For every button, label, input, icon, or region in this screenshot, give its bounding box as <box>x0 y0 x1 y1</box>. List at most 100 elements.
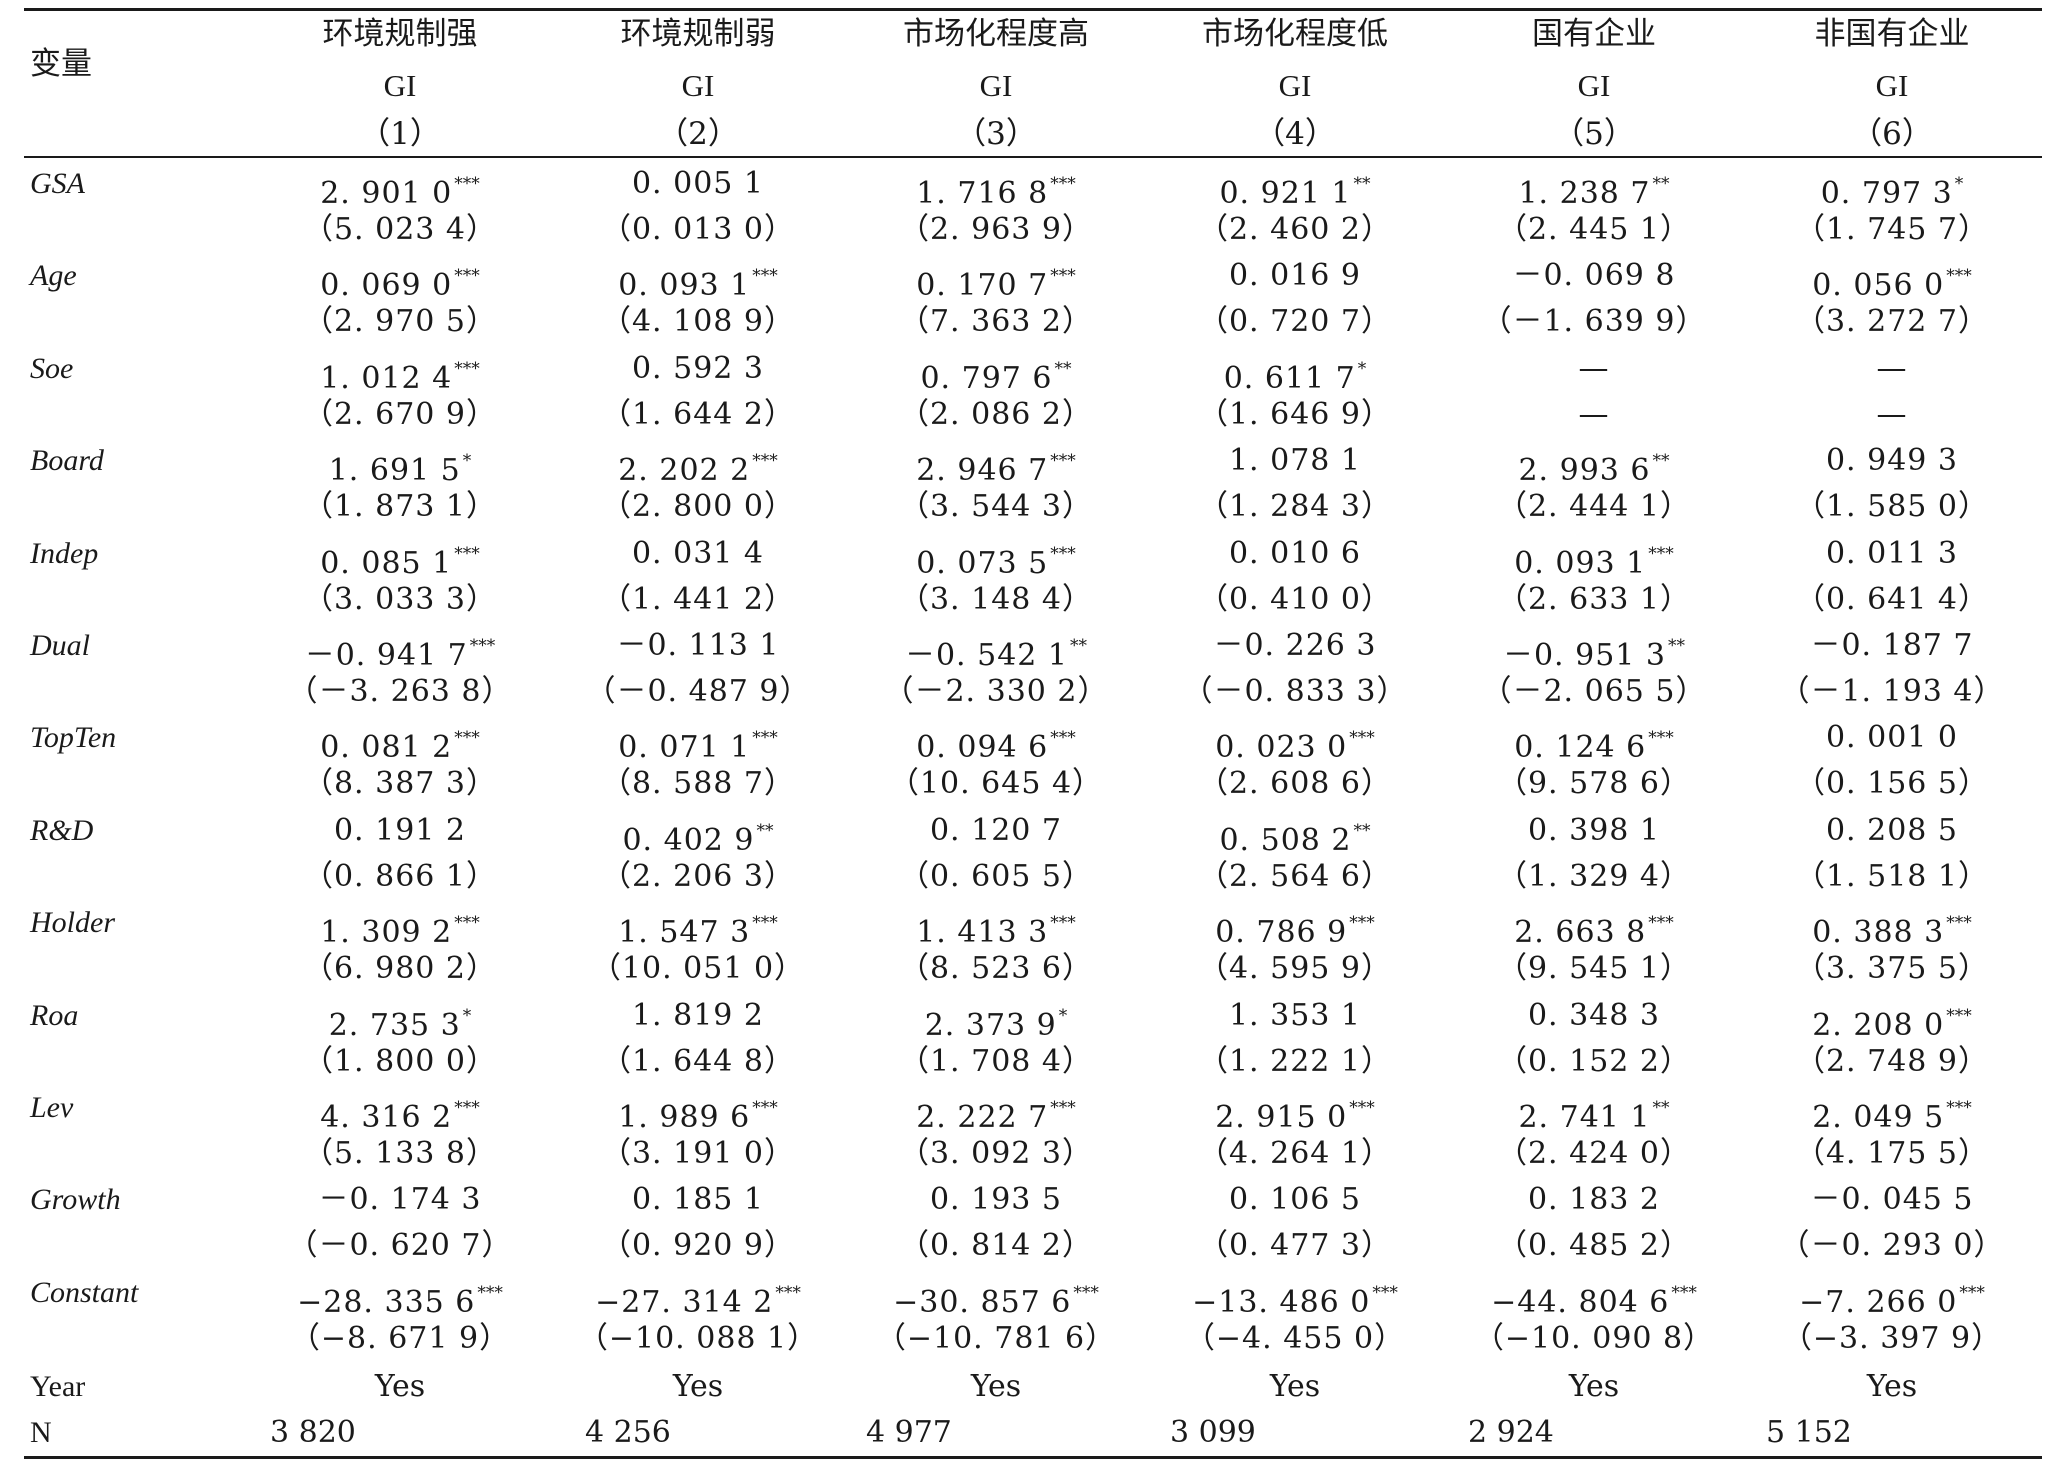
row-label: N <box>30 1416 52 1449</box>
t-statistic: （1. 222 1） <box>1197 1043 1393 1079</box>
coefficient: 2. 208 0 *** <box>1742 994 2042 1048</box>
table-row: Indep 0. 085 1 *** （3. 033 3） 0. 031 4 （1. 44… <box>0 532 2048 624</box>
column-number: （4） <box>1254 116 1336 152</box>
table-cell: 0. 085 1 *** （3. 033 3） <box>250 532 550 624</box>
t-statistic: （9. 578 6） <box>1496 766 1692 802</box>
table-cell: 1. 238 7 ** （2. 445 1） <box>1444 162 1744 254</box>
coefficient: 0. 081 2 *** <box>250 716 550 770</box>
coefficient-value: 0. 001 0 <box>1825 720 1959 756</box>
t-statistic: （2. 970 5） <box>302 304 498 340</box>
table-cell: 1. 691 5 * （1. 873 1） <box>250 439 550 531</box>
n-value: 2 924 <box>1468 1415 1554 1450</box>
coefficient: －0. 941 7 *** <box>250 624 550 678</box>
t-statistic: （－1. 639 9） <box>1481 304 1707 340</box>
table-cell: 0. 208 5 （1. 518 1） <box>1742 809 2042 901</box>
t-statistic: （0. 605 5） <box>898 858 1094 894</box>
significance-stars: ** <box>756 820 774 841</box>
table-cell: 1. 413 3 *** （8. 523 6） <box>846 901 1146 993</box>
table-cell: 0. 094 6 *** （10. 645 4） <box>846 716 1146 808</box>
significance-stars: * <box>462 451 472 472</box>
coefficient-value: 2. 946 7 <box>916 453 1049 489</box>
t-statistic: （6. 980 2） <box>302 951 498 987</box>
coefficient: 1. 989 6 *** <box>548 1086 848 1140</box>
coefficient-value: 2. 208 0 <box>1812 1007 1945 1043</box>
significance-stars: * <box>1357 358 1367 379</box>
table-cell: −13. 486 0 *** （−4. 455 0） <box>1145 1271 1445 1363</box>
significance-stars: *** <box>454 543 480 564</box>
coefficient: －0. 174 3 <box>250 1178 550 1222</box>
significance-stars: ** <box>1070 636 1088 656</box>
coefficient: 0. 085 1 *** <box>250 532 550 586</box>
table-cell: 0. 071 1 *** （8. 588 7） <box>548 716 848 808</box>
t-statistic: （－0. 833 3） <box>1182 674 1408 709</box>
table-cell: 0. 031 4 （1. 441 2） <box>548 532 848 624</box>
t-statistic: （4. 595 9） <box>1197 951 1393 987</box>
year-row: Year Yes Yes Yes Yes Yes Yes <box>0 1364 2048 1410</box>
coefficient-value: 0. 023 0 <box>1215 730 1348 766</box>
coefficient-value: 0. 348 3 <box>1527 997 1661 1033</box>
coefficient-value: 2. 202 2 <box>618 453 751 489</box>
table-cell: 0. 120 7 （0. 605 5） <box>846 809 1146 901</box>
significance-stars: ** <box>1652 174 1670 194</box>
coefficient-value: －0. 045 5 <box>1810 1182 1974 1218</box>
significance-stars: *** <box>469 636 496 656</box>
significance-stars: ** <box>1054 358 1072 379</box>
coefficient: －0. 542 1 ** <box>846 624 1146 678</box>
table-cell: 4. 316 2 *** （5. 133 8） <box>250 1086 550 1178</box>
coefficient-value: 0. 005 1 <box>631 166 765 201</box>
coefficient: 2. 901 0 *** <box>250 162 550 216</box>
coefficient-value: 0. 010 6 <box>1228 535 1362 571</box>
t-statistic: （1. 745 7） <box>1794 212 1990 247</box>
table-cell: 0. 402 9 ** （2. 206 3） <box>548 809 848 901</box>
t-statistic: （3. 033 3） <box>302 581 498 617</box>
coefficient-value: 2. 373 9 <box>924 1007 1057 1043</box>
t-statistic: （4. 175 5） <box>1794 1136 1990 1171</box>
t-statistic: （0. 920 9） <box>600 1228 796 1264</box>
table-cell: －0. 951 3 ** （－2. 065 5） <box>1444 624 1744 716</box>
t-statistic: （2. 608 6） <box>1197 766 1393 802</box>
coefficient: 2. 735 3 * <box>250 994 550 1048</box>
table-row: GSA 2. 901 0 *** （5. 023 4） 0. 005 1 （0. 013 … <box>0 162 2048 254</box>
coefficient: 0. 056 0 *** <box>1742 254 2042 308</box>
coefficient: 0. 208 5 <box>1742 809 2042 853</box>
table-cell: −7. 266 0 *** （−3. 397 9） <box>1742 1271 2042 1363</box>
t-statistic: （1. 873 1） <box>302 489 498 525</box>
t-statistic: （7. 363 2） <box>898 304 1094 340</box>
coefficient: 1. 691 5 * <box>250 439 550 493</box>
variable-name: GSA <box>30 167 85 200</box>
t-statistic: （－3. 263 8） <box>287 674 513 709</box>
coefficient-value: 0. 949 3 <box>1825 443 1959 479</box>
t-statistic: （2. 800 0） <box>600 489 796 525</box>
coefficient-value: 0. 183 2 <box>1527 1182 1661 1218</box>
coefficient: 0. 031 4 <box>548 532 848 576</box>
coefficient: 0. 797 6 ** <box>846 347 1146 401</box>
table-cell: 2. 735 3 * （1. 800 0） <box>250 994 550 1086</box>
significance-stars: *** <box>775 1282 801 1303</box>
t-statistic: （－2. 330 2） <box>883 674 1109 709</box>
t-statistic: （1. 585 0） <box>1794 489 1990 525</box>
t-statistic: （－0. 487 9） <box>585 674 811 709</box>
coefficient-value: 1. 309 2 <box>320 915 453 951</box>
t-statistic: （－1. 193 4） <box>1779 674 2005 709</box>
coefficient-value: 2. 049 5 <box>1812 1100 1945 1135</box>
column-title: 环境规制弱 <box>620 16 776 52</box>
coefficient-value: 2. 901 0 <box>320 176 453 211</box>
t-statistic: （2. 206 3） <box>600 858 796 894</box>
column-title: 市场化程度高 <box>903 16 1089 52</box>
table-cell: 0. 786 9 *** （4. 595 9） <box>1145 901 1445 993</box>
coefficient: 0. 023 0 *** <box>1145 716 1445 770</box>
table-row: Age 0. 069 0 *** （2. 970 5） 0. 093 1 *** （4. 1… <box>0 254 2048 346</box>
significance-stars: *** <box>752 1098 778 1118</box>
table-cell: −30. 857 6 *** （−10. 781 6） <box>846 1271 1146 1363</box>
t-statistic: （0. 477 3） <box>1197 1228 1393 1264</box>
coefficient: 0. 921 1 ** <box>1145 162 1445 216</box>
table-cell: 0. 191 2 （0. 866 1） <box>250 809 550 901</box>
table-row: TopTen 0. 081 2 *** （8. 387 3） 0. 071 1 *** （8… <box>0 716 2048 808</box>
coefficient: 0. 106 5 <box>1145 1178 1445 1222</box>
significance-stars: *** <box>1946 1098 1972 1118</box>
coefficient: 0. 011 3 <box>1742 532 2042 576</box>
t-statistic: （0. 156 5） <box>1794 766 1990 802</box>
significance-stars: *** <box>1946 1005 1972 1026</box>
significance-stars: ** <box>1353 820 1371 841</box>
variable-name: TopTen <box>30 721 117 755</box>
